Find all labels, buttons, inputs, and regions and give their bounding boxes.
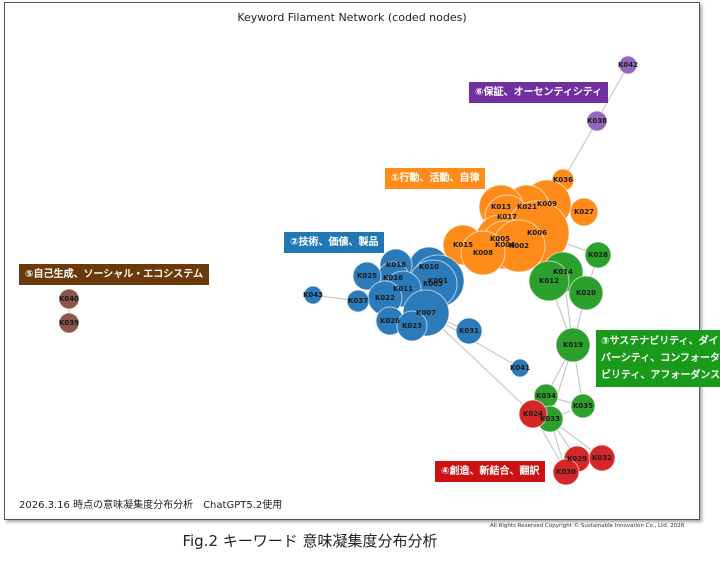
edge-K042-K038 xyxy=(596,64,629,122)
node-K028[interactable] xyxy=(584,241,612,269)
node-label-K002: K002 xyxy=(509,242,529,250)
node-K012[interactable] xyxy=(528,260,570,302)
node-label-K023: K023 xyxy=(402,322,422,330)
node-label-K005: K005 xyxy=(490,235,510,243)
node-label-K011: K011 xyxy=(393,285,413,293)
node-label-K040: K040 xyxy=(59,295,79,303)
node-label-K043: K043 xyxy=(303,291,323,299)
node-label-K007: K007 xyxy=(416,309,436,317)
node-label-K033: K033 xyxy=(540,415,560,423)
node-label-K027: K027 xyxy=(574,208,594,216)
node-label-K018: K018 xyxy=(386,261,406,269)
node-K019[interactable] xyxy=(555,327,591,363)
node-label-K022: K022 xyxy=(375,294,395,302)
node-K042[interactable] xyxy=(618,55,638,75)
cluster-label-sustainability-line-1: ③サステナビリティ、ダイ xyxy=(601,336,719,347)
node-label-K025: K025 xyxy=(357,272,377,280)
cluster-label-sustainability-line-3: ビリティ、アフォーダンス xyxy=(601,370,720,381)
node-label-K041: K041 xyxy=(510,364,530,372)
cluster-label-sustainability-line-2: バーシティ、コンフォータ xyxy=(601,353,720,364)
node-K037[interactable] xyxy=(346,289,370,313)
node-K039[interactable] xyxy=(58,312,80,334)
node-label-K024: K024 xyxy=(523,410,543,418)
node-K038[interactable] xyxy=(586,110,608,132)
node-label-K020: K020 xyxy=(576,289,596,297)
node-K031[interactable] xyxy=(455,317,483,345)
node-label-K019: K019 xyxy=(563,341,583,349)
node-label-K037: K037 xyxy=(348,297,368,305)
chart-frame: Keyword Filament Network (coded nodes) K… xyxy=(4,2,720,520)
node-K030[interactable] xyxy=(552,458,580,486)
node-K041[interactable] xyxy=(510,358,530,378)
node-label-K032: K032 xyxy=(592,454,612,462)
node-K023[interactable] xyxy=(396,310,428,342)
node-K008[interactable] xyxy=(460,230,506,276)
node-label-K015: K015 xyxy=(453,241,473,249)
node-label-K016: K016 xyxy=(383,274,403,282)
node-label-K013: K013 xyxy=(491,203,511,211)
figure-caption: Fig.2 キーワード 意味凝集度分布分析 xyxy=(182,532,438,550)
node-label-K030: K030 xyxy=(556,468,576,476)
node-K020[interactable] xyxy=(568,275,604,311)
edge-K024-K007 xyxy=(425,312,534,415)
node-label-K004: K004 xyxy=(495,241,515,249)
copyright-notice: All Rights Reserved Copyright © Sustaina… xyxy=(490,523,685,529)
node-K024[interactable] xyxy=(518,399,548,429)
cluster-label-technology: ②技術、価値、製品 xyxy=(284,232,385,253)
node-label-K014: K014 xyxy=(553,268,573,276)
node-label-K008: K008 xyxy=(473,249,493,257)
node-K032[interactable] xyxy=(588,444,616,472)
node-label-K028: K028 xyxy=(588,251,608,259)
cluster-label-authenticity: ⑥保証、オーセンティシティ xyxy=(469,82,609,103)
node-K043[interactable] xyxy=(303,285,323,305)
node-label-K021: K021 xyxy=(517,203,537,211)
node-label-K039: K039 xyxy=(59,319,79,327)
node-K035[interactable] xyxy=(570,393,596,419)
cluster-label-action: ①行動、活動、自律 xyxy=(385,168,486,189)
node-label-K038: K038 xyxy=(587,117,607,125)
chart-title: Keyword Filament Network (coded nodes) xyxy=(237,11,467,24)
node-label-K031: K031 xyxy=(459,327,479,335)
node-label-K009: K009 xyxy=(537,200,557,208)
node-label-K001: K001 xyxy=(428,277,448,285)
node-label-K012: K012 xyxy=(539,277,559,285)
node-label-K017: K017 xyxy=(497,213,517,221)
analysis-note: 2026.3.16 時点の意味凝集度分布分析 ChatGPT5.2使用 xyxy=(19,500,283,511)
node-label-K036: K036 xyxy=(553,176,573,184)
node-K040[interactable] xyxy=(58,288,80,310)
node-label-K026: K026 xyxy=(380,317,400,325)
node-label-K003: K003 xyxy=(423,280,443,288)
node-K025[interactable] xyxy=(352,261,382,291)
node-label-K035: K035 xyxy=(573,402,593,410)
cluster-label-sustainability: ③サステナビリティ、ダイ バーシティ、コンフォータ ビリティ、アフォーダンス xyxy=(596,330,720,387)
node-label-K029: K029 xyxy=(567,455,587,463)
cluster-label-creation: ④創造、新結合、翻訳 xyxy=(435,461,546,482)
node-label-K006: K006 xyxy=(527,229,547,237)
node-label-K042: K042 xyxy=(618,61,638,69)
node-label-K010: K010 xyxy=(419,263,439,271)
cluster-label-ecosystem: ⑤自己生成、ソーシャル・エコシステム xyxy=(19,264,209,285)
node-label-K034: K034 xyxy=(536,392,556,400)
